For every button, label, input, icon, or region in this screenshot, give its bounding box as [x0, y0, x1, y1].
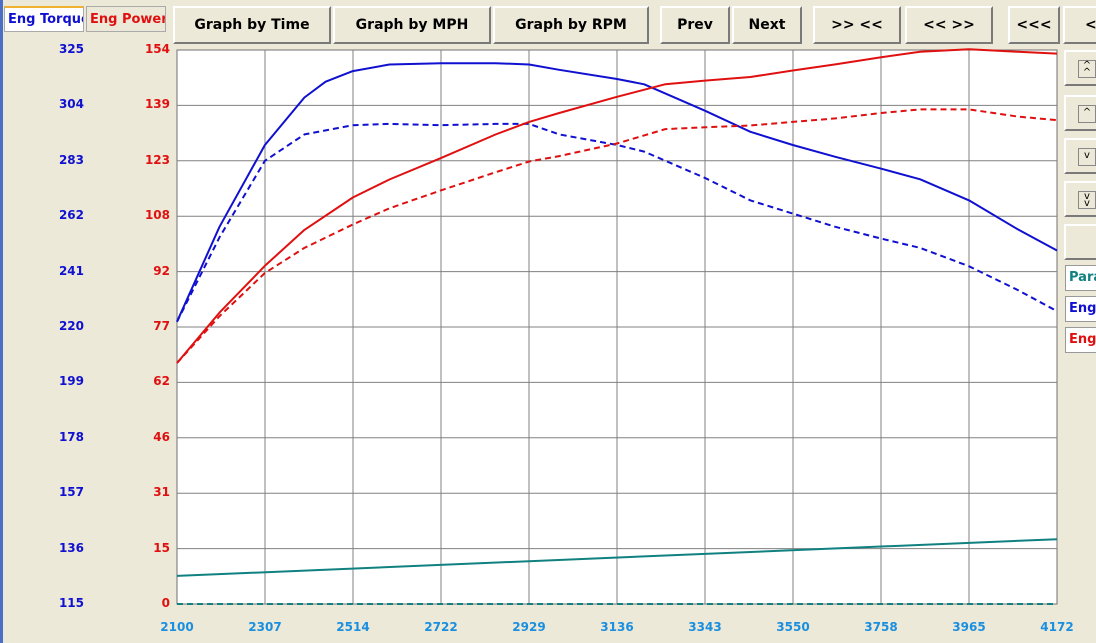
x-axis-tick-label: 2722	[424, 620, 458, 634]
window-edge	[0, 0, 3, 643]
x-axis-tick-label: 3343	[688, 620, 722, 634]
series-line-torque-dashed	[176, 122, 1058, 323]
series-line-param	[176, 538, 1058, 577]
x-axis-tick-label: 3965	[952, 620, 986, 634]
x-axis-tick-label: 4172	[1040, 620, 1074, 634]
left-axis-tick-label: 325	[58, 42, 84, 56]
legend-param[interactable]: Para	[1065, 265, 1096, 291]
next-button[interactable]: Next	[732, 6, 802, 44]
left-axis-tick-label: 178	[58, 429, 84, 444]
right-axis-tick-label: 62	[153, 374, 170, 389]
left-axis-tick-label: 157	[58, 485, 84, 500]
graph-by-rpm-button[interactable]: Graph by RPM	[493, 6, 649, 44]
scroll-left-far-button[interactable]: <<<	[1008, 6, 1060, 44]
tab-eng-torque[interactable]: Eng Torque	[4, 6, 84, 32]
scroll-up-button[interactable]: ^	[1064, 95, 1096, 131]
right-axis-tick-label: 92	[153, 263, 170, 278]
tab-eng-power[interactable]: Eng Power	[86, 6, 166, 32]
left-axis-tick-label: 199	[58, 374, 84, 389]
legend-eng-power[interactable]: Eng	[1065, 327, 1096, 353]
series-line-power-dashed	[176, 108, 1058, 364]
x-axis-tick-label: 3136	[600, 620, 634, 634]
right-axis-tick-label: 123	[144, 152, 170, 167]
x-axis-tick-label: 3550	[776, 620, 810, 634]
right-axis-tick-label: 108	[144, 208, 170, 223]
side-blank-button[interactable]	[1064, 224, 1096, 260]
left-axis-tick-label: 304	[58, 97, 84, 112]
left-axis-tick-label: 241	[58, 263, 84, 278]
right-axis-tick-label: 154	[144, 42, 170, 56]
right-axis-tick-label: 77	[153, 319, 170, 333]
legend-eng-torque[interactable]: Eng	[1065, 296, 1096, 322]
left-axis-tick-label: 136	[58, 540, 84, 555]
graph-by-time-button[interactable]: Graph by Time	[173, 6, 331, 44]
x-axis-tick-label: 2514	[336, 620, 370, 634]
x-axis-tick-label: 2929	[512, 620, 546, 634]
zoom-in-button[interactable]: >> <<	[813, 6, 901, 44]
graph-by-mph-button[interactable]: Graph by MPH	[333, 6, 491, 44]
x-axis-tick-label: 3758	[864, 620, 898, 634]
series-line-power-solid	[176, 48, 1058, 364]
x-axis-tick-label: 2100	[160, 620, 194, 634]
zoom-out-button[interactable]: << >>	[905, 6, 993, 44]
right-axis-tick-label: 15	[153, 540, 170, 555]
scroll-down-button[interactable]: v	[1064, 138, 1096, 174]
prev-button[interactable]: Prev	[660, 6, 730, 44]
series-line-torque-solid	[176, 62, 1058, 323]
scroll-top-button[interactable]: ^ ^	[1064, 50, 1096, 86]
left-axis-tick-label: 262	[58, 208, 84, 223]
right-axis-tick-label: 31	[153, 485, 170, 500]
x-axis-tick-label: 2307	[248, 620, 282, 634]
right-axis-tick-label: 46	[153, 429, 170, 444]
left-axis-tick-label: 220	[58, 319, 84, 333]
double-chevron-up-icon: ^ ^	[1078, 60, 1096, 78]
right-axis-tick-label: 0	[161, 596, 170, 610]
right-axis-tick-label: 139	[144, 97, 170, 112]
scroll-left-button[interactable]: <	[1063, 6, 1096, 44]
left-axis-tick-label: 115	[58, 596, 84, 610]
left-axis-tick-label: 283	[58, 152, 84, 167]
